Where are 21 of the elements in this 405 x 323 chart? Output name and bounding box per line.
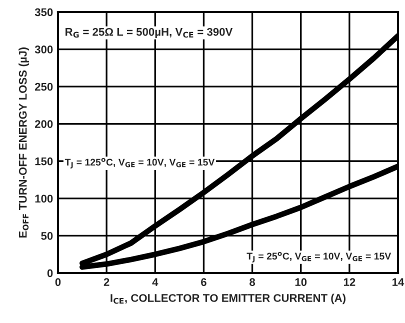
y-tick-label: 250: [34, 82, 53, 91]
y-tick-label: 350: [34, 8, 53, 16]
x-axis-title: I$_{CE}$, COLLECTOR TO EMITTER CURRENT (A): [110, 294, 346, 304]
y-tick-label: 100: [35, 194, 53, 203]
x-tick-label: 2: [104, 278, 110, 286]
x-tick-label: 6: [201, 278, 206, 286]
x-tick-label: 12: [344, 278, 356, 286]
y-tick-label: 200: [34, 120, 53, 128]
x-tick-label: 0: [55, 278, 61, 286]
y-tick-label: 300: [34, 46, 53, 54]
x-tick-label: 10: [295, 278, 307, 286]
x-tick-label: 14: [392, 278, 404, 286]
x-tick-label: 8: [250, 278, 256, 286]
y-tick-label: 0: [47, 269, 53, 278]
annotation: R$_{G}$ = 25Ω L = 500µH, V$_{CE}$ = 390V: [66, 28, 233, 38]
y-tick-label: 50: [41, 232, 53, 240]
text: T$_{J}$ = 125$^{o}$C, V$_{GE}$ = 10V, V$_{GE}$ = 15V: [64, 158, 215, 168]
x-tick-label: 4: [152, 278, 158, 286]
y-tick-label: 150: [35, 157, 53, 166]
text: T$_{J}$ = 25$^{o}$C, V$_{GE}$ = 10V, V$_{GE}$ = 15V: [246, 252, 392, 262]
y-axis-title: E$_{OFF}$ TURN-OFF ENERGY LOSS (µJ): [18, 47, 29, 238]
